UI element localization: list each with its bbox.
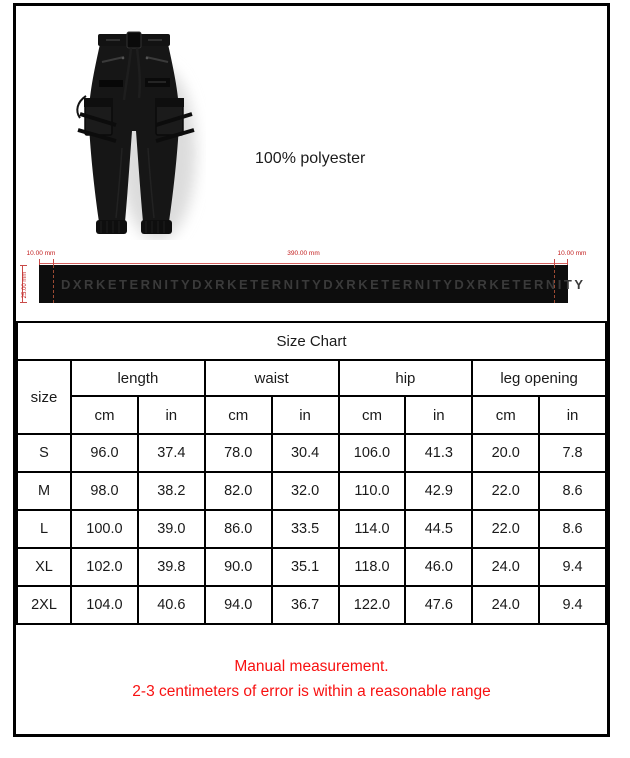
cell-hip-cm: 110.0 bbox=[337, 471, 407, 511]
brand-label-strip: DXRKETERNITY DXRKETERNITY DXRKETERNITY D… bbox=[39, 265, 583, 303]
cargo-pants-image bbox=[76, 31, 196, 240]
cell-leg-opening-in: 9.4 bbox=[538, 585, 607, 625]
cell-length-cm: 96.0 bbox=[70, 433, 139, 473]
col-group-length: length bbox=[70, 359, 206, 397]
cell-waist-in: 33.5 bbox=[270, 509, 340, 549]
measurement-note-line2: 2-3 centimeters of error is within a rea… bbox=[132, 682, 491, 700]
col-header-size: size bbox=[16, 359, 72, 435]
cell-leg-opening-cm: 22.0 bbox=[471, 471, 541, 511]
cell-length-in: 38.2 bbox=[136, 471, 206, 511]
cell-hip-in: 47.6 bbox=[404, 585, 474, 625]
dimension-tick bbox=[53, 259, 54, 265]
cell-leg-opening-cm: 24.0 bbox=[471, 585, 541, 625]
dimension-tick bbox=[39, 259, 40, 265]
strip-width-right-label: 10.00 mm bbox=[557, 250, 587, 257]
col-group-waist: waist bbox=[203, 359, 340, 397]
unit-header-in: in bbox=[404, 395, 474, 435]
col-group-leg-opening: leg opening bbox=[471, 359, 607, 397]
column-group-header-row: size length waist hip leg opening bbox=[16, 359, 607, 435]
cell-waist-cm: 94.0 bbox=[203, 585, 273, 625]
cell-hip-cm: 118.0 bbox=[337, 547, 407, 587]
size-chart-title-row: Size Chart bbox=[16, 321, 607, 361]
table-row-xl: XL 102.0 39.8 90.0 35.1 118.0 46.0 24.0 … bbox=[16, 547, 607, 587]
size-label: XL bbox=[16, 547, 72, 587]
cell-waist-in: 36.7 bbox=[270, 585, 340, 625]
brand-logo-text: DXRKETERNITY bbox=[192, 276, 324, 292]
strip-width-center-label: 390.00 mm bbox=[287, 250, 320, 257]
col-group-hip: hip bbox=[337, 359, 474, 397]
unit-header-cm: cm bbox=[471, 395, 541, 435]
unit-header-cm: cm bbox=[337, 395, 407, 435]
dimension-tick bbox=[567, 259, 568, 265]
fold-dash-line bbox=[554, 265, 555, 303]
cell-leg-opening-cm: 22.0 bbox=[471, 509, 541, 549]
dimension-tick bbox=[20, 265, 27, 266]
dimension-line bbox=[39, 263, 568, 264]
cell-length-cm: 102.0 bbox=[70, 547, 139, 587]
strip-height-dimension-line bbox=[20, 265, 27, 303]
strip-height-label: 25.00 mm bbox=[22, 271, 28, 299]
unit-header-in: in bbox=[538, 395, 607, 435]
dimension-tick bbox=[20, 302, 27, 303]
size-label: S bbox=[16, 433, 72, 473]
cell-length-cm: 100.0 bbox=[70, 509, 139, 549]
measurement-note-line1: Manual measurement. bbox=[234, 658, 389, 676]
size-label: M bbox=[16, 471, 72, 511]
dimension-tick bbox=[554, 259, 555, 265]
cell-hip-cm: 114.0 bbox=[337, 509, 407, 549]
cell-hip-in: 41.3 bbox=[404, 433, 474, 473]
cell-waist-in: 32.0 bbox=[270, 471, 340, 511]
fold-dash-line bbox=[53, 265, 54, 303]
cell-length-cm: 104.0 bbox=[70, 585, 139, 625]
unit-header-cm: cm bbox=[70, 395, 139, 435]
cell-hip-cm: 122.0 bbox=[337, 585, 407, 625]
cell-waist-cm: 90.0 bbox=[203, 547, 273, 587]
brand-logo-text: DXRKETERNITY bbox=[323, 276, 455, 292]
unit-header-row: cm in cm in cm in cm in bbox=[17, 395, 607, 435]
table-row-s: S 96.0 37.4 78.0 30.4 106.0 41.3 20.0 7.… bbox=[16, 433, 607, 473]
cell-waist-cm: 78.0 bbox=[203, 433, 273, 473]
table-row-m: M 98.0 38.2 82.0 32.0 110.0 42.9 22.0 8.… bbox=[16, 471, 607, 511]
size-label: L bbox=[16, 509, 72, 549]
measurement-note: Manual measurement. 2-3 centimeters of e… bbox=[16, 625, 607, 734]
table-row-2xl: 2XL 104.0 40.6 94.0 36.7 122.0 47.6 24.0… bbox=[16, 585, 607, 625]
unit-header-cm: cm bbox=[203, 395, 273, 435]
cell-leg-opening-in: 7.8 bbox=[538, 433, 607, 473]
strip-width-dimension-line bbox=[39, 258, 568, 265]
cell-hip-in: 44.5 bbox=[404, 509, 474, 549]
unit-header-in: in bbox=[270, 395, 340, 435]
table-row-l: L 100.0 39.0 86.0 33.5 114.0 44.5 22.0 8… bbox=[16, 509, 607, 549]
cell-waist-in: 30.4 bbox=[270, 433, 340, 473]
brand-logo-text: DXRKETERNITY bbox=[454, 276, 586, 292]
product-size-chart-page: 100% polyester 10.00 mm 390.00 mm 10.00 … bbox=[13, 3, 610, 737]
size-label: 2XL bbox=[16, 585, 72, 625]
cell-waist-in: 35.1 bbox=[270, 547, 340, 587]
product-top-section: 100% polyester 10.00 mm 390.00 mm 10.00 … bbox=[16, 6, 607, 321]
unit-header-in: in bbox=[136, 395, 206, 435]
cell-length-in: 39.0 bbox=[136, 509, 206, 549]
cell-length-in: 37.4 bbox=[136, 433, 206, 473]
brand-logo-text: DXRKETERNITY bbox=[61, 276, 193, 292]
size-chart-table: Size Chart size length waist hip leg ope… bbox=[16, 321, 607, 625]
cell-length-in: 40.6 bbox=[136, 585, 206, 625]
cell-leg-opening-in: 8.6 bbox=[538, 509, 607, 549]
cell-leg-opening-in: 9.4 bbox=[538, 547, 607, 587]
cell-leg-opening-cm: 24.0 bbox=[471, 547, 541, 587]
cell-waist-cm: 86.0 bbox=[203, 509, 273, 549]
cell-length-cm: 98.0 bbox=[70, 471, 139, 511]
cell-leg-opening-in: 8.6 bbox=[538, 471, 607, 511]
material-label: 100% polyester bbox=[255, 150, 366, 167]
strip-width-left-label: 10.00 mm bbox=[26, 250, 56, 257]
cell-leg-opening-cm: 20.0 bbox=[471, 433, 541, 473]
cell-length-in: 39.8 bbox=[136, 547, 206, 587]
cell-hip-in: 42.9 bbox=[404, 471, 474, 511]
cell-waist-cm: 82.0 bbox=[203, 471, 273, 511]
size-chart-title: Size Chart bbox=[16, 321, 607, 361]
cell-hip-in: 46.0 bbox=[404, 547, 474, 587]
cell-hip-cm: 106.0 bbox=[337, 433, 407, 473]
